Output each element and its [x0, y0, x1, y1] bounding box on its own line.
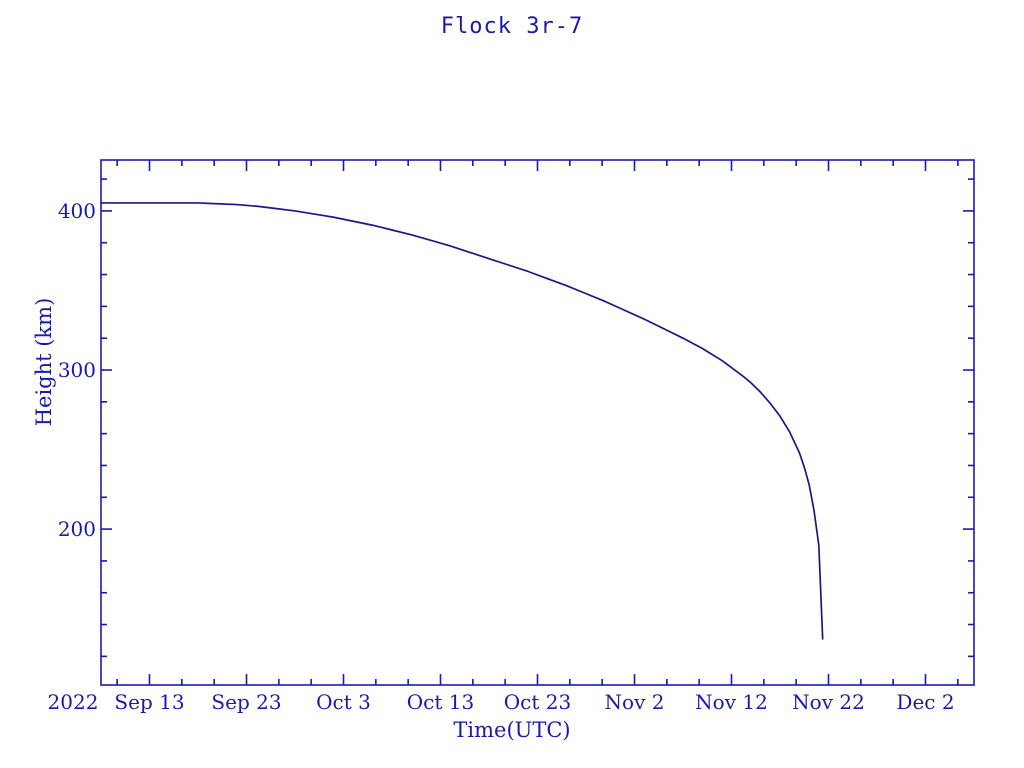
- y-tick-label: 400: [57, 198, 96, 223]
- x-tick-label: Oct 3: [316, 690, 371, 714]
- x-tick-label: Oct 23: [503, 690, 572, 714]
- x-tick-label: Nov 22: [792, 690, 865, 714]
- y-axis-tick-labels: 400 300 200: [0, 0, 96, 768]
- x-tick-label: Sep 13: [114, 690, 185, 714]
- y-tick-label: 300: [57, 358, 96, 382]
- x-tick-label: Dec 2: [896, 690, 955, 714]
- x-axis-year-label: 2022: [47, 690, 99, 714]
- x-axis-title: Time(UTC): [453, 718, 571, 742]
- plot-frame: [100, 159, 975, 686]
- x-tick-label: Nov 12: [695, 690, 768, 714]
- x-tick-label: Oct 13: [406, 690, 475, 714]
- y-axis-title: Height (km): [32, 297, 56, 427]
- x-tick-label: Nov 2: [604, 690, 665, 714]
- y-tick-label: 200: [57, 517, 96, 542]
- x-tick-label: Sep 23: [211, 690, 282, 714]
- data-series-line: [100, 202, 824, 640]
- chart-title: Flock 3r-7: [440, 14, 584, 39]
- axis-ticks: [101, 160, 974, 685]
